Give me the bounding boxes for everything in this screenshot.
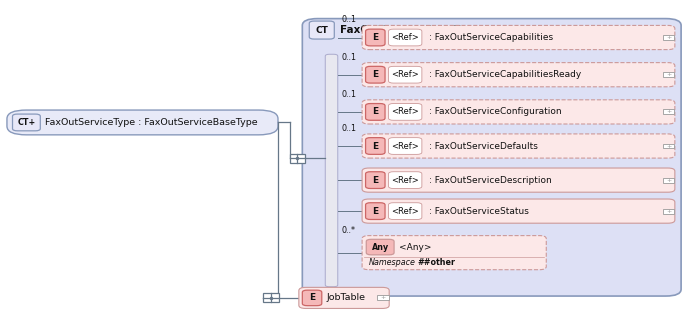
- Text: E: E: [373, 70, 378, 79]
- Text: 0..*: 0..*: [342, 226, 356, 235]
- Text: +: +: [666, 109, 671, 114]
- FancyBboxPatch shape: [325, 54, 338, 287]
- Text: <Any>: <Any>: [399, 242, 432, 252]
- FancyBboxPatch shape: [362, 236, 546, 270]
- Text: : FaxOutServiceDescription: : FaxOutServiceDescription: [429, 175, 552, 185]
- Text: 0..1: 0..1: [342, 53, 357, 62]
- Text: +: +: [666, 35, 671, 40]
- Text: E: E: [309, 293, 315, 303]
- FancyBboxPatch shape: [389, 172, 422, 188]
- Text: +: +: [666, 178, 671, 183]
- FancyBboxPatch shape: [366, 172, 385, 188]
- Text: FaxOutServiceType : FaxOutServiceBaseType: FaxOutServiceType : FaxOutServiceBaseTyp…: [45, 118, 258, 127]
- Text: 0..1: 0..1: [342, 16, 357, 24]
- FancyBboxPatch shape: [290, 154, 305, 162]
- FancyBboxPatch shape: [309, 21, 334, 39]
- Text: JobTable: JobTable: [327, 293, 366, 303]
- FancyBboxPatch shape: [663, 109, 674, 114]
- Text: 0..1: 0..1: [342, 124, 357, 133]
- Text: <Ref>: <Ref>: [391, 33, 419, 42]
- Text: FaxOutServiceBaseType: FaxOutServiceBaseType: [340, 25, 481, 35]
- FancyBboxPatch shape: [366, 66, 385, 83]
- FancyBboxPatch shape: [13, 114, 40, 131]
- Text: <Ref>: <Ref>: [391, 206, 419, 216]
- Text: <Ref>: <Ref>: [391, 70, 419, 79]
- Text: E: E: [373, 175, 378, 185]
- FancyBboxPatch shape: [366, 29, 385, 46]
- FancyBboxPatch shape: [366, 104, 385, 120]
- FancyBboxPatch shape: [377, 295, 389, 300]
- Text: <Ref>: <Ref>: [391, 175, 419, 185]
- FancyBboxPatch shape: [663, 178, 674, 183]
- FancyBboxPatch shape: [663, 35, 674, 40]
- Text: : FaxOutServiceCapabilitiesReady: : FaxOutServiceCapabilitiesReady: [429, 70, 581, 79]
- Text: <Ref>: <Ref>: [391, 107, 419, 117]
- FancyBboxPatch shape: [389, 66, 422, 83]
- FancyBboxPatch shape: [366, 239, 394, 255]
- FancyBboxPatch shape: [362, 168, 675, 192]
- FancyBboxPatch shape: [302, 19, 681, 296]
- Text: CT+: CT+: [17, 118, 35, 127]
- Text: : FaxOutServiceCapabilities: : FaxOutServiceCapabilities: [429, 33, 553, 42]
- Text: ##other: ##other: [418, 258, 456, 268]
- FancyBboxPatch shape: [362, 134, 675, 158]
- Text: E: E: [373, 107, 378, 117]
- Text: +: +: [666, 209, 671, 214]
- Text: : FaxOutServiceDefaults: : FaxOutServiceDefaults: [429, 141, 538, 151]
- FancyBboxPatch shape: [7, 110, 278, 135]
- Text: E: E: [373, 206, 378, 216]
- FancyBboxPatch shape: [389, 203, 422, 219]
- FancyBboxPatch shape: [362, 100, 675, 124]
- FancyBboxPatch shape: [362, 199, 675, 223]
- Text: : FaxOutServiceConfiguration: : FaxOutServiceConfiguration: [429, 107, 562, 117]
- Text: +: +: [380, 295, 386, 300]
- FancyBboxPatch shape: [663, 144, 674, 148]
- FancyBboxPatch shape: [663, 72, 674, 77]
- Text: +: +: [666, 72, 671, 77]
- Text: E: E: [373, 33, 378, 42]
- FancyBboxPatch shape: [366, 203, 385, 219]
- Text: 0..1: 0..1: [342, 90, 357, 99]
- FancyBboxPatch shape: [389, 138, 422, 154]
- Text: E: E: [373, 141, 378, 151]
- Text: Any: Any: [372, 242, 389, 252]
- FancyBboxPatch shape: [389, 104, 422, 120]
- Text: <Ref>: <Ref>: [391, 141, 419, 151]
- Text: CT: CT: [316, 25, 328, 35]
- Text: +: +: [666, 144, 671, 148]
- FancyBboxPatch shape: [663, 209, 674, 214]
- FancyBboxPatch shape: [366, 138, 385, 154]
- FancyBboxPatch shape: [299, 287, 389, 308]
- FancyBboxPatch shape: [263, 294, 279, 302]
- FancyBboxPatch shape: [389, 29, 422, 46]
- FancyBboxPatch shape: [302, 290, 322, 306]
- FancyBboxPatch shape: [362, 63, 675, 87]
- FancyBboxPatch shape: [362, 25, 675, 50]
- Text: Namespace: Namespace: [369, 258, 416, 268]
- Text: : FaxOutServiceStatus: : FaxOutServiceStatus: [429, 206, 529, 216]
